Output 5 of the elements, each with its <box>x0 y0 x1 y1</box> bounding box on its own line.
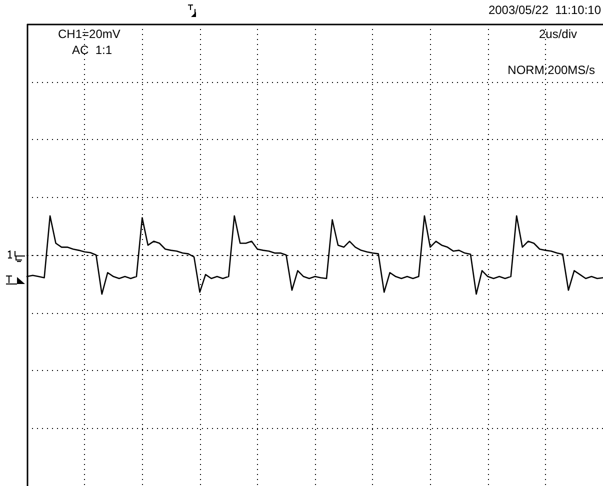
text: 2us/div <box>538 27 578 41</box>
text: 2003/05/22 11:10:10 <box>488 3 602 17</box>
text: AC 1:1 <box>72 43 112 57</box>
text: NORM:200MS/s <box>508 63 596 77</box>
text: CH1=20mV <box>58 27 120 41</box>
